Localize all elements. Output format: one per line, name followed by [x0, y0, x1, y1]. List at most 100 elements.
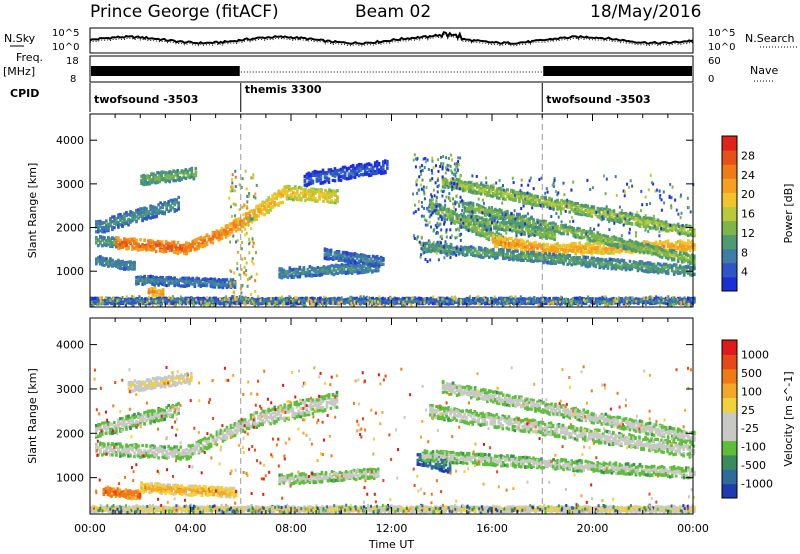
data-cell — [263, 206, 266, 210]
data-cell — [101, 244, 104, 248]
data-cell — [203, 283, 207, 288]
data-cell — [273, 200, 276, 204]
data-cell — [127, 223, 130, 227]
nsky-trace — [89, 31, 694, 45]
data-cell — [153, 276, 156, 280]
data-cell — [352, 266, 356, 270]
data-cell — [113, 262, 116, 266]
data-cell — [203, 244, 207, 248]
data-cell — [105, 219, 108, 223]
data-cell — [176, 173, 179, 177]
data-cell — [107, 222, 110, 226]
data-cell — [335, 251, 339, 255]
data-cell — [261, 208, 264, 212]
data-cell — [167, 203, 170, 207]
data-cell — [153, 208, 156, 212]
data-cell — [159, 281, 162, 285]
data-cell — [159, 210, 162, 214]
data-cell — [154, 179, 157, 183]
data-cell — [175, 208, 178, 212]
data-cell — [146, 175, 149, 179]
data-cell — [296, 270, 300, 274]
data-cell — [384, 159, 387, 163]
data-cell — [339, 257, 343, 261]
data-cell — [145, 279, 148, 283]
data-cell — [303, 174, 307, 178]
data-cell — [492, 247, 495, 251]
data-cell — [154, 175, 157, 179]
data-cell — [319, 181, 323, 185]
data-cell — [314, 196, 317, 200]
data-cell — [343, 250, 347, 255]
data-cell — [265, 202, 268, 206]
data-cell — [165, 207, 168, 211]
data-cell — [163, 278, 166, 282]
data-cell — [176, 169, 179, 173]
data-cell — [284, 270, 288, 274]
data-cell — [133, 246, 136, 250]
data-cell — [149, 247, 152, 251]
data-cell — [148, 177, 151, 181]
data-cell — [363, 168, 367, 172]
data-cell — [177, 283, 180, 287]
data-cell — [481, 226, 484, 230]
nave-label: Nave — [750, 64, 778, 77]
data-cell — [152, 241, 156, 245]
data-cell — [259, 203, 262, 207]
data-cell — [386, 166, 389, 170]
data-cell — [475, 230, 478, 234]
data-cell — [493, 232, 497, 237]
data-cell — [197, 246, 201, 250]
data-cell — [230, 230, 234, 234]
data-cell — [343, 173, 347, 177]
data-cell — [244, 212, 248, 216]
data-cell — [201, 281, 205, 285]
data-cell — [375, 169, 379, 173]
data-cell — [265, 198, 268, 202]
data-cell — [315, 170, 319, 174]
data-cell — [187, 245, 191, 249]
data-cell — [353, 170, 357, 174]
data-cell — [345, 256, 349, 260]
data-cell — [349, 176, 353, 180]
data-cell — [149, 280, 152, 284]
data-cell — [373, 264, 377, 268]
data-cell — [183, 280, 187, 284]
data-cell — [119, 267, 122, 271]
data-cell — [433, 203, 436, 207]
data-cell — [180, 169, 184, 173]
data-cell — [180, 171, 184, 175]
data-cell — [164, 249, 168, 253]
data-cell — [177, 205, 180, 209]
data-cell — [143, 282, 146, 286]
data-cell — [373, 161, 377, 165]
data-cell — [160, 249, 164, 253]
data-cell — [162, 177, 165, 181]
data-cell — [384, 171, 387, 175]
data-cell — [162, 248, 166, 252]
data-cell — [337, 251, 341, 256]
data-cell — [327, 248, 331, 253]
data-cell — [288, 194, 291, 198]
data-cell — [211, 285, 215, 289]
data-cell — [234, 220, 238, 225]
data-cell — [292, 198, 295, 202]
data-cell — [358, 266, 362, 271]
data-cell — [298, 265, 302, 269]
data-cell — [129, 210, 132, 214]
data-cell — [207, 234, 211, 239]
data-cell — [133, 265, 136, 269]
data-cell — [221, 283, 225, 287]
data-cell — [285, 191, 289, 196]
data-cell — [271, 199, 274, 203]
data-cell — [359, 253, 363, 257]
date-title: 18/May/2016 — [590, 2, 702, 22]
data-cell — [302, 191, 305, 195]
data-cell — [219, 233, 223, 238]
data-cell — [290, 192, 293, 197]
data-cell — [329, 250, 333, 254]
data-cell — [322, 271, 326, 275]
freq-axis-top: 18 — [66, 56, 79, 67]
data-cell — [105, 225, 108, 229]
data-cell — [164, 246, 168, 250]
